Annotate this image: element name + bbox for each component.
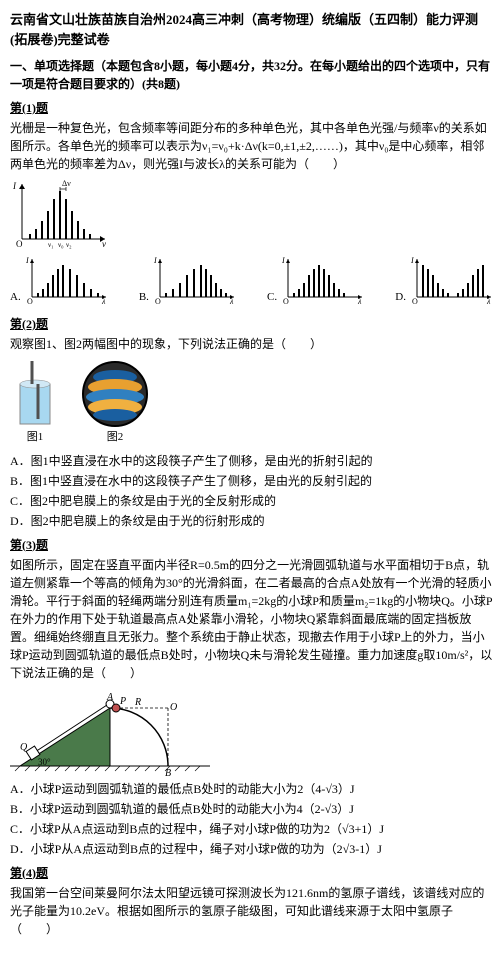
q4-label: 第(4)题	[10, 864, 494, 882]
q2-choice-b: B．图1中竖直浸在水中的这段筷子产生了侧移，是由光的反射引起的	[10, 472, 494, 490]
q2-choices: A．图1中竖直浸在水中的这段筷子产生了侧移，是由光的折射引起的 B．图1中竖直浸…	[10, 452, 494, 530]
svg-text:I: I	[281, 256, 285, 265]
option-a-icon: I λ O	[24, 255, 109, 305]
q2-fig2-label: 图2	[80, 429, 150, 446]
q1-option-c: C. I λ O	[267, 255, 365, 305]
q2-fig1-label: 图1	[10, 429, 60, 446]
q1-main-figure: I ν O Δν ν₁ ν₀ ν₂	[10, 179, 494, 249]
q3-choice-a: A．小球P运动到圆弧轨道的最低点B处时的动能大小为2（4-√3）J	[10, 780, 494, 798]
svg-text:ν₂: ν₂	[66, 241, 72, 249]
q1-option-a: A. I λ O	[10, 255, 109, 305]
q3-body: 如图所示，固定在竖直平面内半径R=0.5m的四分之一光滑圆弧轨道与水平面相切于B…	[10, 556, 494, 682]
page-title: 云南省文山壮族苗族自治州2024高三冲刺（高考物理）统编版（五四制）能力评测(拓…	[10, 10, 494, 49]
svg-text:A: A	[106, 692, 114, 703]
q1-body: 光栅是一种复色光，包含频率等间距分布的多种单色光，其中各单色光强/与频率ν的关系…	[10, 119, 494, 173]
q4-body: 我国第一台空间莱曼阿尔法太阳望远镜可探测波长为121.6nm的氢原子谱线，该谱线…	[10, 884, 494, 938]
svg-text:I: I	[410, 256, 414, 265]
svg-text:O: O	[16, 239, 23, 249]
option-c-icon: I λ O	[280, 255, 365, 305]
q1-optC-label: C.	[267, 289, 277, 306]
q1-label: 第(1)题	[10, 99, 494, 117]
q2-fig2: 图2	[80, 359, 150, 446]
q2-choice-d: D．图2中肥皂膜上的条纹是由于光的衍射形成的	[10, 512, 494, 530]
q2-label: 第(2)题	[10, 315, 494, 333]
svg-text:O: O	[412, 297, 418, 305]
svg-text:λ: λ	[357, 297, 362, 305]
q2-body: 观察图1、图2两幅图中的现象，下列说法正确的是（ ）	[10, 335, 494, 353]
q2-fig1: 图1	[10, 359, 60, 446]
svg-text:R: R	[134, 697, 141, 708]
svg-text:I: I	[153, 256, 157, 265]
svg-text:λ: λ	[486, 297, 491, 305]
svg-text:ν₁: ν₁	[48, 241, 54, 249]
svg-text:O: O	[283, 297, 289, 305]
q1-optB-label: B.	[139, 289, 149, 306]
q2-choice-a: A．图1中竖直浸在水中的这段筷子产生了侧移，是由光的折射引起的	[10, 452, 494, 470]
svg-text:I: I	[25, 256, 29, 265]
q3-figure: A P R O B Q 30°	[10, 688, 494, 778]
svg-text:B: B	[165, 768, 171, 778]
svg-text:P: P	[119, 696, 126, 707]
option-b-icon: I λ O	[152, 255, 237, 305]
q3-choice-d: D．小球P从A点运动到B点的过程中，绳子对小球P做的功为（2√3-1）J	[10, 840, 494, 858]
svg-text:λ: λ	[229, 297, 234, 305]
incline-arc-icon: A P R O B Q 30°	[10, 688, 210, 778]
svg-text:Q: Q	[20, 742, 28, 753]
svg-text:30°: 30°	[38, 757, 51, 767]
svg-text:O: O	[27, 297, 33, 305]
q1-optD-label: D.	[395, 289, 406, 306]
svg-text:O: O	[170, 702, 177, 713]
svg-text:I: I	[12, 181, 17, 191]
svg-text:Δν: Δν	[62, 179, 71, 188]
q3-choices: A．小球P运动到圆弧轨道的最低点B处时的动能大小为2（4-√3）J B．小球P运…	[10, 780, 494, 858]
spectrum-I-vs-nu-icon: I ν O Δν ν₁ ν₀ ν₂	[10, 179, 110, 249]
svg-text:O: O	[155, 297, 161, 305]
q2-figures: 图1 图2	[10, 359, 494, 446]
svg-text:λ: λ	[101, 297, 106, 305]
q3-choice-b: B．小球P运动到圆弧轨道的最低点B处时的动能大小为4（2-√3）J	[10, 800, 494, 818]
section-1-header: 一、单项选择题（本题包含8小题，每小题4分，共32分。在每小题给出的四个选项中，…	[10, 57, 494, 93]
q2-choice-c: C．图2中肥皂膜上的条纹是由于光的全反射形成的	[10, 492, 494, 510]
svg-text:ν₀: ν₀	[58, 241, 64, 249]
q1-option-d: D. I λ O	[395, 255, 494, 305]
q3-label: 第(3)题	[10, 536, 494, 554]
svg-text:ν: ν	[102, 239, 106, 249]
q3-choice-c: C．小球P从A点运动到B点的过程中，绳子对小球P做的功为2（√3+1）J	[10, 820, 494, 838]
option-d-icon: I λ O	[409, 255, 494, 305]
q1-optA-label: A.	[10, 289, 21, 306]
q1-option-b: B. I λ O	[139, 255, 237, 305]
q1-options: A. I λ O B. I	[10, 255, 494, 305]
soap-film-icon	[80, 359, 150, 429]
chopstick-water-icon	[10, 359, 60, 429]
